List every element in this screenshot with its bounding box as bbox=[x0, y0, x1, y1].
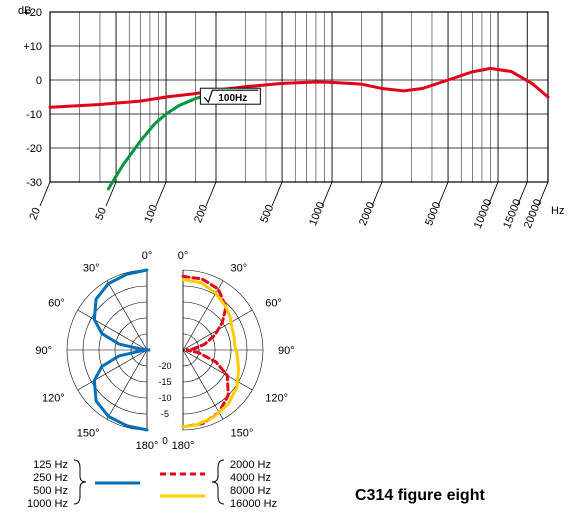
polar-spoke bbox=[183, 350, 252, 390]
polar-angle-label: 120° bbox=[265, 393, 288, 405]
legend-right-item: 2000 Hz bbox=[230, 459, 271, 471]
chart-border bbox=[50, 12, 548, 182]
y-tick-label: +10 bbox=[23, 41, 42, 53]
polar-zero-label: 0 bbox=[162, 436, 168, 447]
caption: C314 figure eight bbox=[355, 487, 485, 504]
polar-angle-label: 180° bbox=[136, 440, 159, 452]
legend-right-item: 4000 Hz bbox=[230, 472, 271, 484]
polar-db-label: -5 bbox=[161, 409, 169, 419]
polar-angle-label: 180° bbox=[172, 440, 195, 452]
polar-db-label: -10 bbox=[158, 393, 171, 403]
x-tick-label: 1000 bbox=[307, 200, 327, 227]
x-tick-label: 200 bbox=[192, 203, 210, 225]
lowcut-badge-text: 100Hz bbox=[218, 93, 247, 104]
x-tick-label: 100 bbox=[142, 203, 160, 225]
x-tick-label: 5000 bbox=[423, 200, 443, 227]
y-axis-label: dB bbox=[18, 5, 31, 17]
x-tick-mark bbox=[156, 182, 166, 206]
polar-angle-label: 90° bbox=[35, 345, 52, 357]
legend-left-item: 500 Hz bbox=[33, 485, 68, 497]
x-tick-label: 50 bbox=[93, 206, 109, 222]
polar-angle-label: 30° bbox=[83, 263, 100, 275]
x-tick-label: 20000 bbox=[522, 197, 545, 230]
x-tick-mark bbox=[322, 182, 332, 206]
polar-angle-label: 0° bbox=[142, 250, 153, 262]
y-tick-label: -10 bbox=[26, 109, 42, 121]
x-tick-mark bbox=[272, 182, 282, 206]
polar-angle-label: 0° bbox=[178, 250, 189, 262]
polar-angle-label: 150° bbox=[231, 427, 254, 439]
x-tick-mark bbox=[372, 182, 382, 206]
x-tick-label: 500 bbox=[258, 203, 276, 225]
polar-spoke bbox=[78, 310, 147, 350]
x-tick-label: 15000 bbox=[501, 197, 524, 230]
legend-left-item: 1000 Hz bbox=[27, 498, 68, 510]
y-tick-label: -30 bbox=[26, 177, 42, 189]
lowcut-response bbox=[108, 91, 216, 189]
legend-left-item: 125 Hz bbox=[33, 459, 68, 471]
polar-spoke bbox=[183, 350, 223, 419]
polar-db-label: -20 bbox=[158, 361, 171, 371]
x-tick-label: 10000 bbox=[472, 197, 495, 230]
polar-angle-label: 60° bbox=[265, 298, 282, 310]
legend-left-item: 250 Hz bbox=[33, 472, 68, 484]
x-tick-mark bbox=[438, 182, 448, 206]
y-tick-label: -20 bbox=[26, 143, 42, 155]
legend-right-item: 8000 Hz bbox=[230, 485, 271, 497]
main-response bbox=[50, 68, 548, 107]
polar-spoke bbox=[183, 281, 223, 350]
polar-angle-label: 30° bbox=[231, 263, 248, 275]
polar-angle-label: 90° bbox=[278, 345, 295, 357]
polar-angle-label: 120° bbox=[42, 393, 65, 405]
x-tick-label: 20 bbox=[27, 206, 43, 222]
polar-angle-label: 60° bbox=[48, 298, 65, 310]
polar-angle-label: 150° bbox=[77, 427, 100, 439]
polar-db-label: -15 bbox=[158, 377, 171, 387]
x-tick-mark bbox=[206, 182, 216, 206]
polar-spoke bbox=[78, 350, 147, 390]
x-axis-label: Hz bbox=[551, 205, 564, 217]
y-tick-label: 0 bbox=[36, 75, 42, 87]
brace-right-icon bbox=[212, 460, 224, 504]
brace-left-icon bbox=[74, 460, 86, 504]
x-tick-label: 2000 bbox=[357, 200, 377, 227]
legend-right-item: 16000 Hz bbox=[230, 498, 277, 510]
